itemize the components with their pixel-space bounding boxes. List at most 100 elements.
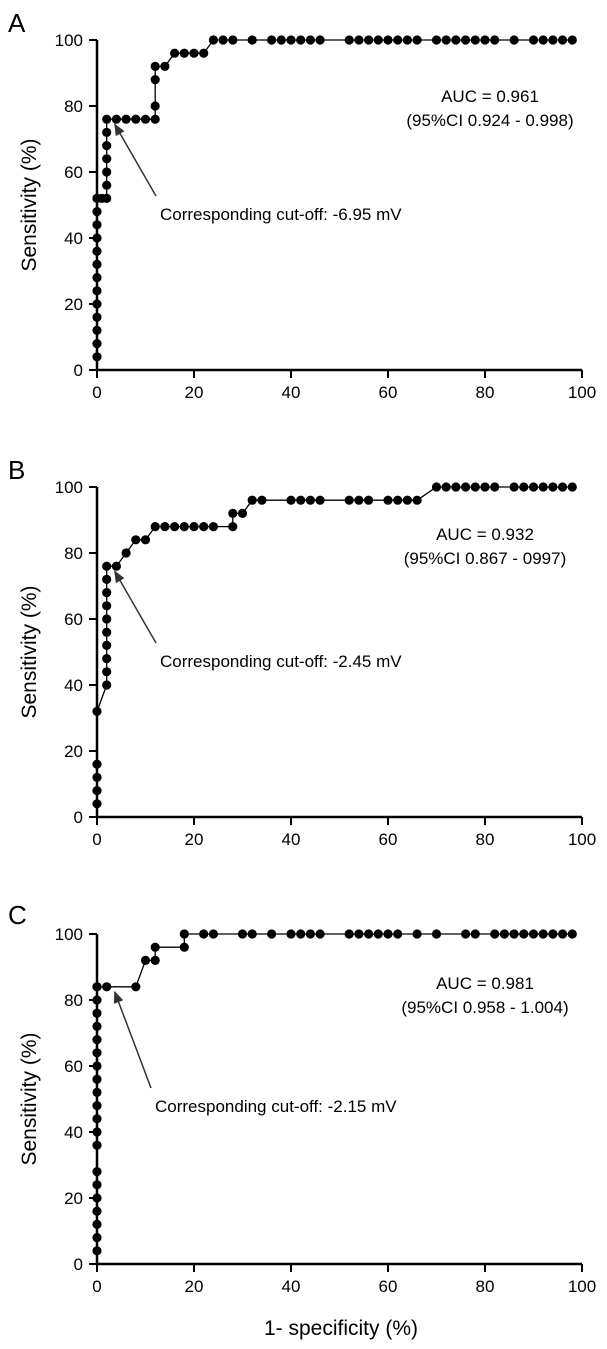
roc-data-point bbox=[364, 495, 374, 505]
cutoff-label: Corresponding cut-off: -2.15 mV bbox=[155, 1097, 397, 1116]
roc-data-point bbox=[92, 1246, 102, 1256]
roc-data-point bbox=[383, 495, 393, 505]
roc-data-point bbox=[296, 495, 306, 505]
roc-data-point bbox=[519, 482, 529, 492]
auc-annotation: AUC = 0.961 bbox=[441, 87, 539, 106]
roc-data-point bbox=[111, 114, 121, 124]
roc-data-point bbox=[470, 482, 480, 492]
roc-data-point bbox=[160, 61, 170, 71]
roc-panel-c: C 0 20 40 60 80 100 0 20 40 60 80 100 Sensitivity (%)… bbox=[8, 900, 596, 1296]
roc-panel-a: A 0 20 40 60 80 100 0 20 40 60 80 100 Sensitivity (%)… bbox=[8, 8, 596, 402]
y-axis-title: Sensitivity (%) bbox=[18, 585, 41, 718]
roc-data-point bbox=[140, 955, 151, 966]
roc-data-point bbox=[150, 75, 160, 85]
roc-data-point bbox=[567, 929, 577, 939]
roc-data-point bbox=[102, 141, 112, 151]
ci-annotation: (95%CI 0.924 - 0.998) bbox=[406, 111, 573, 130]
roc-data-point bbox=[150, 114, 160, 124]
y-tick-label: 20 bbox=[64, 295, 83, 314]
roc-data-point bbox=[364, 35, 374, 45]
roc-data-point bbox=[393, 35, 403, 45]
y-tick-label: 0 bbox=[74, 1255, 83, 1274]
roc-data-point bbox=[170, 522, 180, 532]
roc-data-point bbox=[199, 48, 209, 58]
roc-data-point bbox=[92, 312, 102, 322]
roc-data-point bbox=[528, 482, 539, 492]
roc-data-point bbox=[102, 627, 112, 637]
roc-data-point bbox=[102, 654, 112, 664]
roc-data-point bbox=[150, 942, 160, 952]
roc-data-point bbox=[490, 482, 500, 492]
roc-data-point bbox=[92, 759, 102, 769]
y-tick-label: 0 bbox=[74, 361, 83, 380]
roc-data-point bbox=[315, 35, 325, 45]
y-tick-label: 60 bbox=[64, 610, 83, 629]
roc-data-point bbox=[218, 35, 228, 45]
panel-label: B bbox=[8, 455, 25, 485]
roc-data-point bbox=[160, 522, 170, 532]
y-tick-label: 100 bbox=[55, 925, 83, 944]
roc-data-point bbox=[490, 929, 500, 939]
roc-data-point bbox=[92, 1219, 102, 1229]
roc-data-point bbox=[208, 522, 218, 532]
roc-data-point bbox=[92, 1140, 102, 1150]
roc-data-point bbox=[237, 508, 248, 518]
roc-data-point bbox=[451, 482, 461, 492]
roc-data-point bbox=[121, 548, 131, 558]
roc-data-point bbox=[470, 929, 480, 939]
y-tick-label: 80 bbox=[64, 544, 83, 563]
roc-data-point bbox=[92, 1114, 102, 1124]
roc-data-point bbox=[179, 48, 189, 58]
roc-data-point bbox=[179, 929, 189, 939]
roc-data-point bbox=[102, 193, 112, 203]
roc-data-point bbox=[150, 101, 160, 111]
roc-data-point bbox=[92, 1127, 102, 1137]
roc-data-point bbox=[519, 929, 529, 939]
roc-data-point bbox=[102, 982, 112, 992]
roc-data-point bbox=[131, 982, 141, 992]
y-axis-title: Sensitivity (%) bbox=[18, 138, 41, 271]
roc-data-point bbox=[92, 1180, 102, 1190]
roc-data-point bbox=[470, 35, 480, 45]
roc-data-point bbox=[92, 286, 102, 296]
auc-annotation: AUC = 0.981 bbox=[436, 974, 534, 993]
roc-data-point bbox=[199, 522, 209, 532]
roc-data-point bbox=[441, 482, 451, 492]
roc-data-point bbox=[548, 482, 558, 492]
roc-data-point bbox=[548, 35, 558, 45]
roc-data-point bbox=[92, 995, 102, 1005]
roc-data-point bbox=[92, 706, 102, 717]
roc-data-point bbox=[92, 1035, 102, 1045]
x-tick-label: 80 bbox=[476, 1277, 495, 1296]
roc-data-point bbox=[92, 1193, 102, 1203]
roc-data-point bbox=[150, 61, 160, 71]
roc-data-point bbox=[102, 127, 112, 137]
x-tick-label: 60 bbox=[379, 830, 398, 849]
cutoff-arrow bbox=[114, 570, 157, 644]
roc-data-point bbox=[92, 799, 102, 809]
roc-data-point bbox=[92, 1101, 102, 1111]
roc-data-point bbox=[140, 114, 151, 124]
roc-data-point bbox=[490, 35, 500, 45]
roc-data-point bbox=[247, 929, 257, 939]
roc-data-point bbox=[558, 35, 568, 45]
roc-data-point bbox=[461, 929, 471, 939]
x-tick-label: 0 bbox=[92, 830, 101, 849]
roc-data-point bbox=[558, 482, 568, 492]
roc-data-point bbox=[102, 574, 112, 585]
x-tick-label: 0 bbox=[92, 1277, 101, 1296]
x-tick-label: 100 bbox=[568, 830, 596, 849]
roc-data-point bbox=[131, 114, 141, 124]
y-tick-label: 60 bbox=[64, 163, 83, 182]
roc-data-point bbox=[92, 1074, 102, 1084]
roc-data-point bbox=[131, 535, 141, 545]
roc-data-point bbox=[102, 561, 112, 571]
roc-data-point bbox=[102, 667, 112, 677]
x-tick-label: 20 bbox=[185, 383, 204, 402]
cutoff-label: Corresponding cut-off: -6.95 mV bbox=[160, 205, 402, 224]
roc-data-point bbox=[461, 482, 471, 492]
roc-data-point bbox=[92, 1233, 102, 1243]
cutoff-arrow bbox=[113, 990, 152, 1089]
roc-data-point bbox=[538, 482, 548, 492]
